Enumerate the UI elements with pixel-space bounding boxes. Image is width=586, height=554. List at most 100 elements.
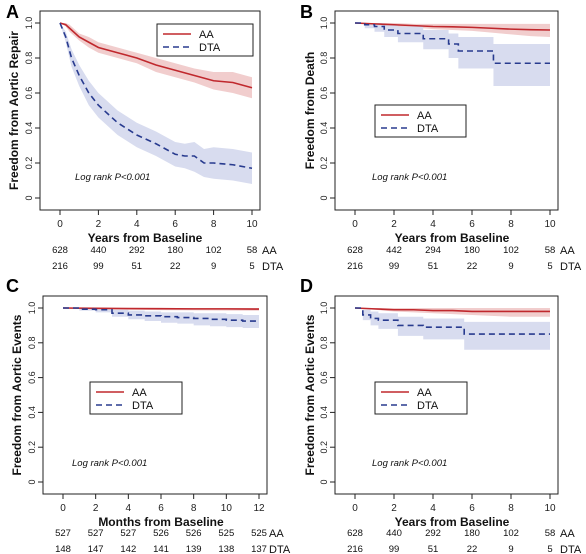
curve-aa — [59, 22, 253, 89]
risk-count-dta: 216 — [347, 261, 363, 272]
risk-count-aa: 102 — [503, 528, 519, 539]
risk-count-dta: 148 — [55, 544, 71, 554]
risk-count-dta: 51 — [132, 261, 143, 272]
curve-aa — [354, 22, 551, 31]
risk-count-aa: 628 — [347, 528, 363, 539]
y-axis-title: Freedom from Aortic Repair — [7, 31, 21, 190]
risk-count-aa: 526 — [153, 528, 169, 539]
risk-count-dta: 141 — [153, 544, 169, 554]
log-rank-annotation: Log rank P<0.001 — [372, 458, 447, 469]
y-tick-label: 0 — [27, 479, 37, 484]
y-tick-label: 0 — [24, 195, 34, 200]
risk-count-aa: 525 — [218, 528, 234, 539]
x-tick-label: 8 — [508, 219, 514, 230]
risk-row-label-aa: AA — [269, 528, 284, 540]
x-axis-title: Years from Baseline — [395, 515, 510, 529]
x-tick-label: 4 — [430, 503, 436, 514]
risk-count-aa: 628 — [347, 245, 363, 256]
y-tick-label: 0.8 — [24, 52, 34, 65]
risk-count-aa: 442 — [386, 245, 402, 256]
y-tick-label: 0.2 — [24, 157, 34, 170]
risk-count-aa: 292 — [425, 528, 441, 539]
risk-count-aa: 102 — [503, 245, 519, 256]
x-tick-label: 4 — [430, 219, 436, 230]
x-tick-label: 12 — [253, 503, 265, 514]
x-tick-label: 0 — [60, 503, 66, 514]
risk-row-label-aa: AA — [560, 528, 575, 540]
risk-row-label-dta: DTA — [560, 544, 582, 554]
risk-row-label-aa: AA — [560, 245, 575, 257]
risk-count-aa: 58 — [545, 245, 556, 256]
x-axis-title: Years from Baseline — [88, 231, 203, 245]
y-tick-label: 0 — [319, 195, 329, 200]
risk-count-aa: 440 — [90, 245, 106, 256]
x-tick-label: 2 — [391, 219, 397, 230]
legend-label-aa: AA — [417, 387, 432, 399]
curve-aa — [62, 307, 260, 310]
panel-d: D 0 2 4 6 8 10 0 0.2 0.4 0.6 0.8 1.0 Years from Basel… — [300, 276, 582, 554]
x-tick-label: 0 — [352, 219, 358, 230]
risk-count-aa: 527 — [55, 528, 71, 539]
risk-count-dta: 22 — [170, 261, 181, 272]
x-tick-label: 10 — [544, 219, 556, 230]
legend-label-aa: AA — [417, 110, 432, 122]
risk-count-dta: 139 — [186, 544, 202, 554]
risk-count-dta: 138 — [218, 544, 234, 554]
y-tick-label: 1.0 — [24, 17, 34, 30]
risk-count-aa: 294 — [425, 245, 441, 256]
risk-count-dta: 51 — [428, 544, 439, 554]
risk-count-aa: 58 — [545, 528, 556, 539]
x-tick-label: 4 — [134, 219, 140, 230]
curve-dta — [59, 22, 253, 170]
y-tick-label: 0.6 — [24, 87, 34, 100]
risk-count-aa: 180 — [167, 245, 183, 256]
legend-label-dta: DTA — [199, 42, 221, 54]
y-tick-label: 0.2 — [27, 441, 37, 454]
ci-band-dta — [355, 308, 550, 350]
curve-dta — [63, 307, 259, 322]
risk-count-aa: 180 — [464, 528, 480, 539]
risk-count-dta: 147 — [88, 544, 104, 554]
x-axis-title: Years from Baseline — [395, 231, 510, 245]
panel-label: A — [6, 2, 19, 22]
risk-count-dta: 216 — [52, 261, 68, 272]
risk-count-dta: 5 — [547, 544, 552, 554]
x-tick-label: 10 — [544, 503, 556, 514]
x-tick-label: 6 — [469, 219, 475, 230]
y-tick-label: 0.2 — [319, 157, 329, 170]
log-rank-annotation: Log rank P<0.001 — [75, 172, 150, 183]
x-tick-label: 8 — [508, 503, 514, 514]
curve-dta — [355, 307, 550, 335]
panel-b: B 0 2 4 6 8 10 0 0.2 0.4 0.6 0.8 1.0 Years from Basel… — [300, 2, 582, 273]
x-tick-label: 10 — [221, 503, 233, 514]
risk-count-aa: 440 — [386, 528, 402, 539]
x-tick-label: 2 — [391, 503, 397, 514]
y-tick-label: 0.4 — [24, 122, 34, 135]
x-tick-label: 8 — [211, 219, 217, 230]
risk-count-dta: 5 — [249, 261, 254, 272]
curve-aa — [354, 307, 550, 313]
risk-count-aa: 180 — [464, 245, 480, 256]
y-tick-label: 0.8 — [319, 52, 329, 65]
x-tick-label: 6 — [158, 503, 164, 514]
risk-count-aa: 527 — [88, 528, 104, 539]
panel-a: A 0 2 4 6 8 10 0 0.2 0.4 0.6 0.8 1.0 Years from Basel… — [6, 2, 284, 273]
risk-count-aa: 525 — [251, 528, 267, 539]
risk-count-dta: 9 — [211, 261, 216, 272]
y-tick-label: 0.8 — [319, 337, 329, 350]
y-axis-title: Freedom from Aortic Events — [10, 314, 24, 475]
x-tick-label: 8 — [191, 503, 197, 514]
y-tick-label: 0.8 — [27, 337, 37, 350]
risk-count-aa: 527 — [120, 528, 136, 539]
legend-box — [156, 23, 254, 57]
y-tick-label: 1.0 — [319, 17, 329, 30]
legend-label-dta: DTA — [417, 400, 439, 412]
panel-label: B — [300, 2, 313, 22]
y-tick-label: 1.0 — [27, 302, 37, 315]
x-tick-label: 4 — [126, 503, 132, 514]
risk-count-dta: 5 — [547, 261, 552, 272]
x-tick-label: 6 — [172, 219, 178, 230]
risk-count-aa: 58 — [247, 245, 258, 256]
log-rank-annotation: Log rank P<0.001 — [72, 458, 147, 469]
y-tick-label: 0.4 — [27, 406, 37, 419]
